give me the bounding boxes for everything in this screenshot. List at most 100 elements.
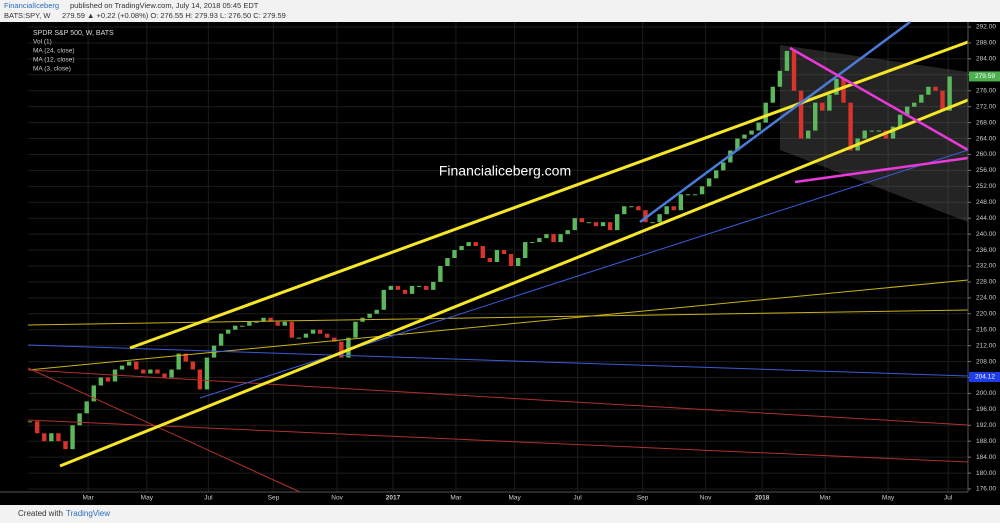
price-label-box — [969, 372, 1000, 383]
y-tick-label: 244.00 — [976, 215, 996, 222]
candle — [176, 353, 181, 370]
y-tick-label: 276.00 — [976, 87, 996, 94]
candle — [940, 90, 945, 111]
candle — [27, 421, 33, 423]
drawings — [27, 20, 969, 493]
candle — [614, 214, 620, 231]
candle — [643, 210, 648, 223]
candle — [791, 50, 797, 91]
candle — [650, 222, 655, 224]
candle — [240, 325, 245, 327]
candle — [473, 242, 478, 247]
x-tick-label: Mar — [450, 495, 462, 502]
y-tick-label: 188.00 — [976, 438, 996, 445]
candle — [233, 325, 238, 330]
candle — [664, 206, 669, 215]
candle — [268, 317, 273, 322]
y-tick-label: 272.00 — [976, 103, 996, 110]
candle — [452, 250, 457, 259]
x-tick-label: 2017 — [386, 495, 401, 502]
footer-brand[interactable]: TradingView — [66, 509, 110, 518]
y-tick-label: 212.00 — [976, 342, 996, 349]
candle — [558, 234, 563, 243]
candle — [98, 377, 104, 386]
y-tick-label: 184.00 — [976, 454, 996, 461]
y-tick-label: 288.00 — [976, 40, 996, 47]
candle — [926, 86, 931, 95]
candle — [424, 285, 429, 290]
x-tick-label: May — [508, 495, 521, 502]
indicator-label: MA (12, close) — [33, 57, 75, 64]
candle — [77, 413, 82, 426]
candle — [346, 337, 351, 358]
candle — [629, 206, 634, 208]
candle — [388, 285, 394, 290]
candle — [296, 337, 302, 339]
y-tick-label: 284.00 — [976, 56, 996, 63]
candle — [487, 258, 493, 262]
x-tick-label: Nov — [331, 495, 343, 502]
trend-line — [27, 419, 969, 463]
candle — [544, 234, 549, 239]
channel-fill — [780, 45, 968, 222]
y-tick-label: 200.00 — [976, 390, 996, 397]
y-tick-label: 252.00 — [976, 183, 996, 190]
candle — [247, 321, 252, 326]
candle — [848, 102, 853, 151]
candle — [777, 70, 783, 87]
x-tick-label: Mar — [820, 495, 832, 502]
candle — [190, 361, 196, 370]
candle — [494, 250, 500, 262]
candle — [919, 94, 924, 103]
x-tick-label: Nov — [700, 495, 712, 502]
candle — [912, 102, 917, 107]
price-axis — [968, 22, 1000, 505]
candle — [332, 337, 337, 342]
x-tick-label: Jul — [944, 495, 953, 502]
candle — [636, 206, 641, 211]
symbol: BATS:SPY, W — [4, 11, 51, 20]
candle — [42, 433, 47, 442]
candle — [374, 309, 379, 314]
candle — [70, 425, 75, 450]
price-label: 279.59 — [975, 73, 995, 80]
grid — [28, 22, 968, 492]
y-tick-label: 192.00 — [976, 422, 996, 429]
candle — [834, 78, 839, 95]
x-tick-label: Sep — [637, 495, 649, 502]
quote: 279.59 ▲ +0.22 (+0.08%) O: 276.55 H: 279… — [62, 11, 286, 20]
candle — [530, 242, 535, 244]
author[interactable]: FinancialIceberg — [4, 1, 59, 10]
candle — [282, 321, 287, 326]
candle — [841, 78, 846, 103]
candle — [84, 401, 89, 414]
price-label: 204.12 — [975, 374, 995, 381]
candle — [805, 130, 811, 139]
indicator-label: MA (24, close) — [33, 48, 75, 55]
candle — [261, 317, 266, 322]
chart-title: SPDR S&P 500, W, BATS — [33, 30, 114, 37]
candle — [798, 90, 804, 139]
y-tick-label: 176.00 — [976, 486, 996, 493]
candle — [671, 206, 676, 211]
watermark: Financialiceberg.com — [439, 163, 571, 179]
candle — [339, 341, 344, 358]
y-tick-label: 264.00 — [976, 135, 996, 142]
candle — [381, 289, 386, 310]
y-tick-label: 256.00 — [976, 167, 996, 174]
candle — [685, 194, 691, 196]
candle — [91, 385, 96, 402]
candle — [784, 50, 790, 71]
candle — [904, 106, 910, 115]
candle — [678, 194, 684, 211]
candle — [204, 357, 210, 390]
candle — [254, 321, 259, 323]
candle — [827, 94, 832, 111]
candle — [523, 242, 528, 259]
candle — [155, 369, 160, 374]
candle — [324, 333, 330, 338]
candle — [572, 218, 577, 231]
candle — [721, 162, 726, 171]
candle — [197, 369, 203, 390]
candle — [126, 361, 132, 366]
